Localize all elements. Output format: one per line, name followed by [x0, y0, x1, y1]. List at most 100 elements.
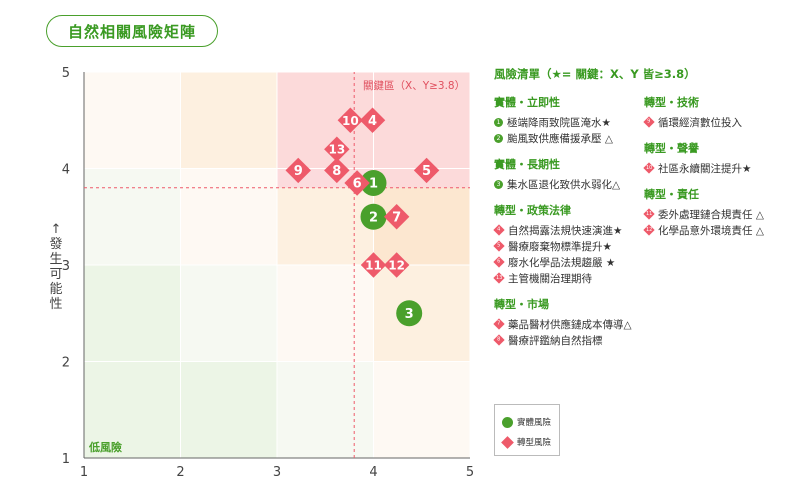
- transition-badge-icon: 5: [493, 240, 505, 252]
- risk-list-item: 13 主管機關治理期待: [493, 270, 654, 286]
- physical-badge-icon: 1: [494, 117, 503, 127]
- x-tick-label: 5: [466, 465, 474, 480]
- risk-item-text: 社區永續關注提升★: [658, 162, 752, 175]
- transition-risk-marker: [413, 157, 440, 184]
- risk-group: 轉型・政策法律 4 自然揭露法規快速演進★ 5 醫療廢棄物標準提升★ 6 廢水化學品法規趨嚴…: [493, 202, 654, 286]
- matrix-cell: [180, 265, 277, 362]
- risk-group: 轉型・市場 7 藥品醫材供應鏈成本傳導△ 8 醫療評鑑納自然指標: [493, 296, 654, 348]
- risk-group-title: 實體・長期性: [494, 158, 560, 171]
- physical-risk-marker: [360, 203, 387, 230]
- x-tick-label: 3: [273, 465, 281, 480]
- y-tick-label: 1: [62, 452, 70, 467]
- x-tick-label: 4: [369, 465, 377, 480]
- physical-risk-marker: [396, 300, 423, 327]
- risk-list-item: 1 極端降雨致院區淹水★: [494, 114, 654, 130]
- matrix-cell: [84, 361, 181, 458]
- legend-physical: 實體風險: [502, 416, 551, 428]
- y-axis-label: ↑發生可能性: [49, 222, 63, 312]
- red-diamond-icon: [501, 435, 514, 449]
- risk-point-label: 13: [328, 143, 345, 157]
- risk-list-item: 2 颱風致供應備援承壓 △: [494, 130, 654, 146]
- risk-list-title: 風險清單（★= 關鍵：X、Y 皆≥3.8）: [494, 67, 696, 81]
- transition-badge-icon: 12: [643, 224, 655, 236]
- transition-risk-marker: [285, 157, 311, 184]
- risk-point-6: 6: [344, 170, 370, 196]
- risk-list-item: 10 社區永續關注提升★: [643, 160, 794, 176]
- risk-point-13: 13: [324, 136, 350, 162]
- risk-group-title: 轉型・責任: [644, 188, 699, 201]
- risk-point-10: 10: [337, 107, 364, 133]
- risk-item-text: 化學品意外環境責任 △: [658, 224, 764, 237]
- risk-item-text: 醫療評鑑納自然指標: [508, 334, 603, 347]
- legend-physical-label: 實體風險: [517, 418, 552, 428]
- risk-point-label: 7: [392, 210, 401, 225]
- transition-badge-icon: 6: [493, 256, 505, 268]
- risk-item-text: 藥品醫材供應鏈成本傳導△: [508, 318, 632, 331]
- risk-point-label: 10: [342, 114, 359, 128]
- risk-point-2: 2: [360, 203, 387, 230]
- risk-list-right: 轉型・技術 9 循環經濟數位投入轉型・聲譽 10 社區永續關注提升★ 轉型・責任 11 委外處…: [643, 94, 794, 248]
- transition-badge-icon: 11: [643, 208, 655, 220]
- transition-risk-marker: [344, 170, 370, 196]
- physical-risk-marker: [360, 169, 387, 196]
- matrix-cell: [84, 265, 181, 362]
- risk-point-label: 5: [422, 164, 431, 179]
- risk-point-label: 2: [369, 210, 378, 225]
- y-tick-label: 2: [62, 356, 70, 371]
- risk-item-text: 醫療廢棄物標準提升★: [508, 240, 612, 253]
- risk-group-title: 轉型・技術: [644, 96, 699, 109]
- risk-point-label: 11: [365, 259, 382, 273]
- risk-list-item: 11 委外處理鏈合規責任 △: [643, 206, 794, 222]
- transition-risk-marker: [324, 157, 350, 184]
- risk-group: 實體・長期性 3 集水區退化致供水弱化△: [494, 156, 654, 192]
- page-title: 自然相關風險矩陣: [46, 15, 218, 47]
- risk-point-1: 1: [360, 169, 387, 196]
- risk-point-8: 8: [324, 157, 350, 184]
- risk-group-title: 轉型・聲譽: [644, 142, 699, 155]
- transition-risk-marker: [383, 204, 410, 230]
- risk-item-text: 集水區退化致供水弱化△: [507, 178, 621, 191]
- physical-badge-icon: 2: [494, 133, 503, 143]
- risk-group-title: 實體・立即性: [494, 96, 560, 109]
- risk-group-title: 轉型・市場: [494, 298, 549, 311]
- risk-point-9: 9: [285, 157, 311, 184]
- risk-item-text: 颱風致供應備援承壓 △: [507, 132, 613, 145]
- risk-item-text: 委外處理鏈合規責任 △: [658, 208, 764, 221]
- risk-list-item: 3 集水區退化致供水弱化△: [494, 176, 654, 192]
- risk-point-5: 5: [413, 157, 440, 184]
- x-tick-label: 2: [176, 465, 184, 480]
- risk-item-text: 主管機關治理期待: [508, 272, 592, 285]
- matrix-cell: [277, 265, 374, 362]
- risk-list-item: 7 藥品醫材供應鏈成本傳導△: [493, 316, 654, 332]
- matrix-cell: [277, 361, 374, 458]
- transition-risk-marker: [337, 107, 364, 133]
- transition-badge-icon: 4: [493, 224, 505, 236]
- legend: 實體風險 轉型風險: [494, 404, 560, 456]
- transition-badge-icon: 10: [643, 162, 655, 174]
- risk-item-text: 極端降雨致院區淹水★: [507, 116, 611, 129]
- transition-risk-marker: [359, 107, 386, 133]
- y-tick-label: 4: [62, 163, 70, 178]
- risk-group: 轉型・聲譽 10 社區永續關注提升★: [643, 140, 794, 176]
- transition-risk-marker: [324, 136, 350, 162]
- risk-point-11: 11: [360, 252, 387, 278]
- low-risk-label: 低風險: [88, 440, 122, 454]
- risk-group: 轉型・技術 9 循環經濟數位投入: [643, 94, 794, 130]
- risk-point-label: 8: [332, 164, 341, 179]
- risk-list-item: 5 醫療廢棄物標準提升★: [493, 238, 654, 254]
- risk-list-item: 12 化學品意外環境責任 △: [643, 222, 794, 238]
- risk-group: 實體・立即性 1 極端降雨致院區淹水★ 2 颱風致供應備援承壓 △: [494, 94, 654, 146]
- risk-item-text: 廢水化學品法規趨嚴 ★: [508, 256, 616, 269]
- risk-group-title: 轉型・政策法律: [494, 204, 571, 217]
- risk-point-4: 4: [359, 107, 386, 133]
- y-tick-label: 5: [62, 66, 70, 81]
- risk-point-12: 12: [383, 252, 410, 278]
- risk-list-item: 4 自然揭露法規快速演進★: [493, 222, 654, 238]
- matrix-cell: [180, 168, 277, 265]
- risk-list-item: 6 廢水化學品法規趨嚴 ★: [493, 254, 654, 270]
- transition-risk-marker: [360, 252, 387, 278]
- risk-group: 轉型・責任 11 委外處理鏈合規責任 △ 12 化學品意外環境責任 △: [643, 186, 794, 238]
- y-tick-label: 3: [62, 259, 70, 274]
- legend-transition-label: 轉型風險: [517, 438, 552, 448]
